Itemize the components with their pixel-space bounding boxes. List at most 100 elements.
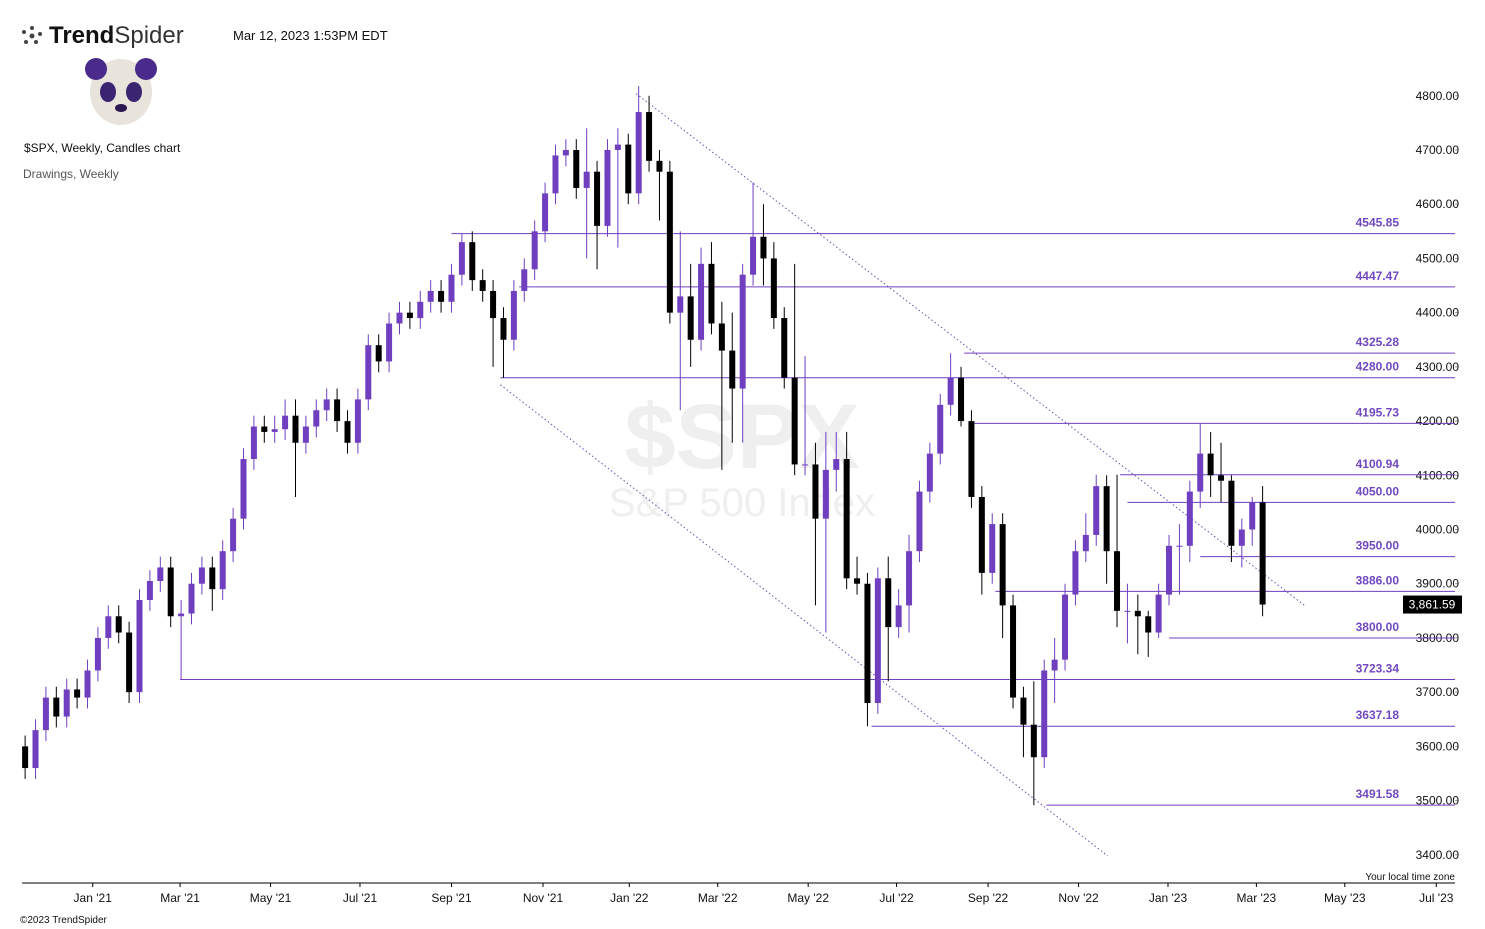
- candle-body: [209, 567, 216, 590]
- x-tick-label: Jul '22: [879, 891, 914, 905]
- candle-body: [698, 263, 705, 340]
- candle-body: [1166, 545, 1173, 595]
- candle-body: [22, 746, 29, 769]
- candle-body: [750, 236, 757, 275]
- candle-body: [978, 496, 985, 573]
- candle-body: [885, 578, 892, 628]
- candle-body: [1010, 605, 1017, 698]
- level-label: 4195.73: [1356, 405, 1400, 419]
- level-label: 4050.00: [1356, 484, 1400, 498]
- last-price-label: 3,861.59: [1409, 598, 1456, 612]
- candle-body: [32, 730, 39, 769]
- candle-body: [1051, 659, 1058, 671]
- candle-body: [968, 421, 975, 497]
- candle-body: [1103, 486, 1110, 552]
- x-tick-label: Jul '21: [343, 891, 378, 905]
- candle-body: [760, 236, 767, 259]
- candle-body: [812, 464, 819, 519]
- candle-body: [562, 149, 569, 156]
- candle-body: [677, 296, 684, 313]
- candle-body: [1186, 491, 1193, 546]
- candle-body: [864, 583, 871, 704]
- brand: TrendSpider: [49, 22, 184, 49]
- candle-body: [594, 171, 601, 226]
- candle-body: [188, 583, 195, 614]
- candle-body: [1062, 594, 1069, 660]
- candle-body: [958, 377, 965, 422]
- candle-body: [323, 399, 330, 411]
- trendline: [500, 384, 1108, 857]
- candle-body: [791, 377, 798, 465]
- x-tick-label: Nov '21: [523, 891, 564, 905]
- candle-body: [74, 689, 81, 698]
- candle-body: [1145, 616, 1152, 633]
- candle-body: [386, 323, 393, 362]
- y-tick-label: 4400.00: [1416, 306, 1460, 320]
- candle-body: [604, 149, 611, 226]
- candle-body: [271, 429, 278, 432]
- candle-body: [396, 312, 403, 324]
- candle-body: [1176, 545, 1183, 547]
- y-tick-label: 4200.00: [1416, 414, 1460, 428]
- candle-body: [105, 616, 112, 638]
- candle-body: [833, 459, 840, 470]
- candle-body: [687, 296, 694, 340]
- y-tick-label: 3600.00: [1416, 739, 1460, 753]
- candle-body: [874, 578, 881, 704]
- candle-body: [573, 149, 580, 188]
- y-tick-label: 4500.00: [1416, 251, 1460, 265]
- candle-body: [469, 242, 476, 281]
- candle-body: [344, 421, 351, 443]
- candle-body: [490, 290, 497, 319]
- chart-subtitle: Drawings, Weekly: [23, 167, 119, 181]
- candle-body: [718, 323, 725, 351]
- candle-body: [1197, 453, 1204, 492]
- candle-body: [1134, 610, 1141, 617]
- y-tick-label: 3400.00: [1416, 848, 1460, 862]
- x-tick-label: May '21: [250, 891, 292, 905]
- candle-body: [1093, 486, 1100, 535]
- candle-body: [583, 171, 590, 188]
- x-tick-label: Mar '21: [160, 891, 200, 905]
- candle-body: [94, 637, 101, 671]
- candle-body: [739, 274, 746, 389]
- candle-body: [365, 345, 372, 400]
- y-tick-label: 4800.00: [1416, 89, 1460, 103]
- candle-body: [63, 689, 70, 717]
- x-tick-label: Sep '22: [968, 891, 1009, 905]
- x-tick-label: May '23: [1324, 891, 1366, 905]
- timestamp: Mar 12, 2023 1:53PM EDT: [233, 28, 388, 43]
- candle-body: [729, 350, 736, 389]
- candle-body: [157, 567, 164, 582]
- candle-body: [313, 410, 320, 427]
- y-tick-label: 4700.00: [1416, 143, 1460, 157]
- level-label: 4325.28: [1356, 335, 1400, 349]
- chart-title: $SPX, Weekly, Candles chart: [24, 141, 181, 155]
- timezone-note: Your local time zone: [1365, 872, 1455, 883]
- candle-body: [625, 144, 632, 194]
- candle-body: [1259, 502, 1266, 605]
- candle-body: [916, 491, 923, 552]
- candle-body: [406, 312, 413, 319]
- candle-body: [500, 318, 507, 340]
- candle-body: [666, 171, 673, 313]
- x-tick-label: Jan '22: [610, 891, 649, 905]
- candle-body: [989, 524, 996, 573]
- candle-body: [1124, 610, 1131, 612]
- x-tick-label: Mar '23: [1237, 891, 1277, 905]
- candle-body: [250, 426, 257, 460]
- level-label: 3886.00: [1356, 573, 1400, 587]
- x-tick-label: Nov '22: [1058, 891, 1099, 905]
- candle-body: [1218, 475, 1225, 481]
- x-tick-label: Jan '23: [1149, 891, 1188, 905]
- candle-body: [1020, 697, 1027, 725]
- candle-body: [292, 415, 299, 443]
- candle-body: [479, 280, 486, 291]
- candle-body: [906, 551, 913, 606]
- candle-body: [614, 144, 621, 150]
- candle-body: [822, 469, 829, 519]
- candle-body: [178, 613, 185, 617]
- watermark-symbol: $SPX: [624, 386, 859, 488]
- candle-body: [1155, 594, 1162, 633]
